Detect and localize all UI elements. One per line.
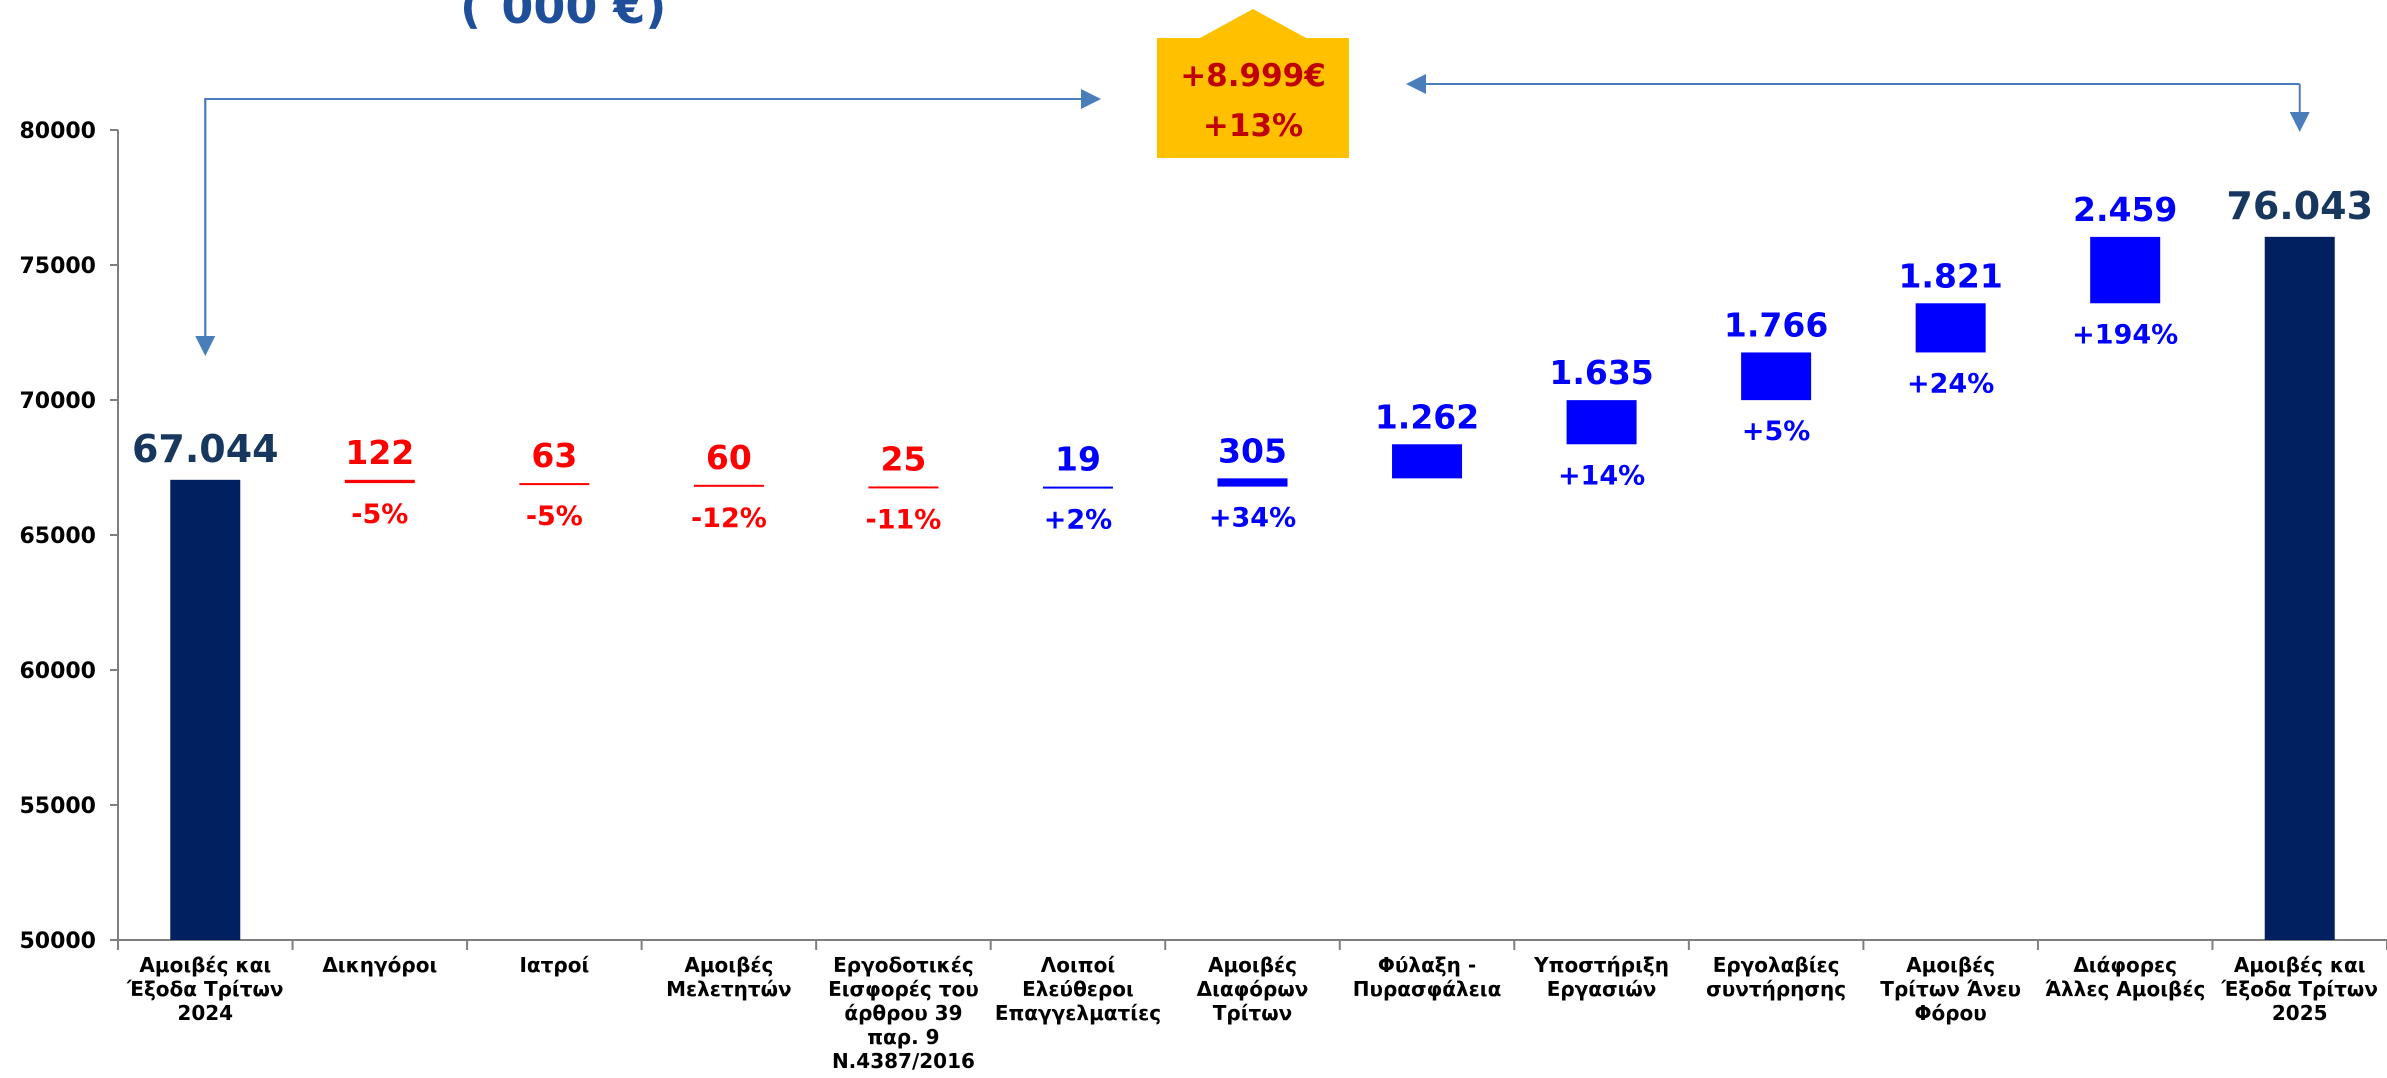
x-category-label: Δικηγόροι [322,953,437,977]
percent-label: -12% [691,503,767,534]
x-category-label: Εργοδοτικές Εισφορές του άρθρου 39 παρ. 9 Ν.… [828,953,979,1073]
x-category-label: Φύλαξη -Πυρασφάλεια [1353,953,1502,1001]
percent-label: +194% [2072,319,2178,350]
percent-label: +14% [1558,460,1645,491]
bar [2090,236,2161,304]
chart-unit-title: (΄000 €) [460,0,667,34]
data-label: 60 [706,438,752,477]
x-category-label: Ιατροί [519,953,589,977]
total-change-callout: +8.999€ +13% [1157,38,1349,158]
change-connector-arrows [195,74,2310,356]
bar [1915,303,1986,353]
data-label: 1.635 [1549,353,1653,392]
data-label: 2.459 [2073,190,2177,229]
bar [693,484,764,487]
callout-amount: +8.999€ [1180,58,1326,94]
callout-percent: +13% [1202,108,1304,144]
y-tick-label: 75000 [19,254,96,279]
bar [1392,444,1463,479]
bar [1566,400,1637,445]
y-tick-label: 50000 [19,929,96,954]
data-label: 1.766 [1724,305,1828,344]
bar [1741,352,1812,401]
x-category-label: Αμοιβές Τρίτων Άνευ Φόρου [1880,953,2021,1025]
bar [2264,236,2335,941]
data-label: 76.043 [2226,184,2373,228]
data-label: 1.821 [1898,256,2002,295]
data-label: 25 [880,439,926,478]
data-label: 19 [1055,440,1101,479]
data-label: 122 [345,433,414,472]
y-tick-label: 70000 [19,389,96,414]
bar [868,486,939,489]
x-category-label: Λοιποί Ελεύθεροι Επαγγελματίες [995,953,1161,1025]
x-category-label: Εργολαβίες συντήρησης [1706,953,1846,1001]
percent-label: +34% [1209,503,1296,534]
y-tick-label: 55000 [19,794,96,819]
y-tick-label: 80000 [19,119,96,144]
bar [1217,478,1288,487]
percent-label: -11% [866,504,942,535]
bar [344,479,415,484]
percent-label: +2% [1044,505,1112,536]
x-category-label: Υποστήριξη Εργασιών [1533,953,1669,1001]
percent-label: +5% [1742,416,1810,447]
x-category-label: Διάφορες Άλλες Αμοιβές [2045,953,2205,1001]
data-label: 1.262 [1375,397,1479,436]
x-category-label: Αμοιβές και Έξοδα Τρίτων 2025 [2221,953,2378,1025]
data-label: 63 [531,436,577,475]
data-label: 67.044 [132,427,279,471]
y-tick-label: 65000 [19,524,96,549]
data-label: 305 [1218,431,1287,470]
percent-label: -5% [351,499,408,530]
percent-label: +24% [1907,368,1994,399]
bar [519,483,590,486]
bar [1042,486,1113,489]
x-category-label: Αμοιβές Μελετητών [666,953,792,1001]
bar [170,479,241,940]
x-category-label: Αμοιβές και Έξοδα Τρίτων 2024 [126,953,283,1025]
callout-up-arrow-icon [1200,9,1306,38]
y-tick-label: 60000 [19,659,96,684]
percent-label: -5% [526,501,583,532]
connector-arrow-left [204,89,1101,352]
x-category-label: Αμοιβές Διαφόρων Τρίτων [1197,953,1309,1025]
